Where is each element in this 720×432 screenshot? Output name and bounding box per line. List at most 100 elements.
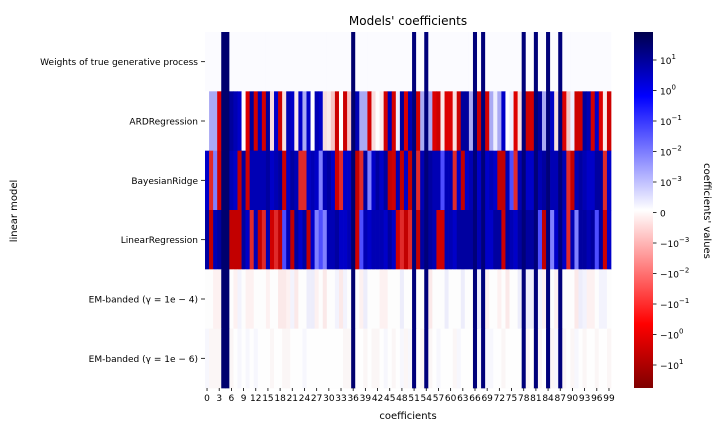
heatmap-cell [241, 269, 246, 330]
heatmap-cell [509, 91, 514, 152]
heatmap-cell [278, 32, 283, 92]
heatmap-cell [598, 210, 604, 270]
column-tick-label: 87 [555, 394, 566, 404]
heatmap-cell [594, 328, 600, 389]
heatmap-cell [513, 328, 518, 389]
heatmap-cell [521, 32, 527, 92]
heatmap-cell [314, 269, 320, 330]
column-tick-label: 69 [481, 394, 493, 404]
heatmap-cell [205, 269, 210, 330]
heatmap-cell [574, 150, 579, 211]
heatmap-cell [375, 91, 380, 152]
heatmap-cell [420, 91, 425, 152]
heatmap-cell [347, 32, 352, 92]
heatmap-cell [533, 328, 539, 389]
heatmap-cell [269, 32, 275, 92]
heatmap-cell [355, 150, 360, 211]
column-tick-label: 84 [542, 394, 554, 404]
column-tick-label: 60 [445, 394, 457, 404]
column-tick-label: 27 [311, 394, 322, 404]
heatmap-cell [322, 150, 328, 211]
heatmap-cell [505, 269, 510, 330]
heatmap-cell [286, 91, 291, 152]
heatmap-cell [521, 269, 527, 330]
heatmap-cell [217, 32, 222, 92]
heatmap-cell [481, 32, 486, 92]
heatmap-cell [497, 328, 502, 389]
x-axis-label: coefficients [379, 411, 436, 422]
heatmap-cell [489, 91, 494, 152]
heatmap-cell [509, 328, 514, 389]
heatmap-cell [460, 328, 466, 389]
column-tick-label: 42 [372, 394, 383, 404]
heatmap-cell [432, 269, 437, 330]
heatmap-cell [367, 91, 372, 152]
heatmap-cell [517, 91, 523, 152]
heatmap-cell [537, 210, 543, 270]
heatmap-cell [468, 328, 474, 389]
heatmap-cell [537, 328, 543, 389]
heatmap-cell [322, 269, 328, 330]
heatmap-cell [493, 91, 498, 152]
heatmap-cell [278, 150, 283, 211]
heatmap-cell [322, 91, 328, 152]
heatmap-cell [229, 150, 234, 211]
heatmap-cell [334, 328, 340, 389]
heatmap-cell [594, 210, 600, 270]
heatmap-cell [306, 91, 311, 152]
heatmap-cell [509, 210, 514, 270]
heatmap-cell [452, 150, 458, 211]
heatmap-cell [546, 150, 551, 211]
heatmap-cell [257, 91, 263, 152]
heatmap-cell [574, 328, 579, 389]
heatmap-cell [472, 150, 478, 211]
heatmap-cell [574, 91, 579, 152]
heatmap-cell [383, 150, 389, 211]
heatmap-cell [391, 91, 397, 152]
heatmap-cell [371, 150, 376, 211]
column-tick-label: 21 [287, 394, 298, 404]
heatmap-cell [485, 91, 490, 152]
heatmap-cell [456, 150, 462, 211]
heatmap-cell [379, 269, 384, 330]
heatmap-cell [468, 32, 474, 92]
heatmap-cell [558, 328, 563, 389]
heatmap-cell [464, 269, 470, 330]
heatmap-cell [403, 91, 409, 152]
heatmap-cell [468, 150, 474, 211]
heatmap-cell [533, 210, 539, 270]
heatmap-cell [395, 210, 401, 270]
heatmap-cell [334, 32, 340, 92]
heatmap-cell [347, 328, 352, 389]
heatmap-cell [294, 32, 299, 92]
heatmap-cell [432, 91, 437, 152]
heatmap-cell [566, 328, 571, 389]
heatmap-cell [330, 328, 336, 389]
heatmap-cell [286, 328, 291, 389]
column-tick-label: 39 [360, 394, 372, 404]
heatmap-cell [221, 269, 226, 330]
column-tick-label: 81 [530, 394, 541, 404]
heatmap-cell [586, 150, 592, 211]
heatmap-cell [375, 210, 380, 270]
heatmap-cell [529, 32, 535, 92]
heatmap-cell [485, 269, 490, 330]
heatmap-cell [221, 32, 226, 92]
heatmap-cell [367, 328, 372, 389]
heatmap-cell [485, 210, 490, 270]
heatmap-cell [249, 269, 255, 330]
heatmap-cell [574, 269, 579, 330]
heatmap-cell [602, 210, 608, 270]
heatmap-cell [310, 210, 315, 270]
heatmap-cell [594, 91, 600, 152]
heatmap-cell [562, 328, 567, 389]
heatmap-cell [436, 32, 441, 92]
heatmap-cell [533, 32, 539, 92]
heatmap-cell [363, 210, 368, 270]
heatmap-cell [497, 150, 502, 211]
heatmap-cell [326, 32, 332, 92]
heatmap-cell [432, 150, 437, 211]
heatmap-cell [493, 328, 498, 389]
heatmap-cell [420, 150, 425, 211]
heatmap-cell [448, 91, 454, 152]
